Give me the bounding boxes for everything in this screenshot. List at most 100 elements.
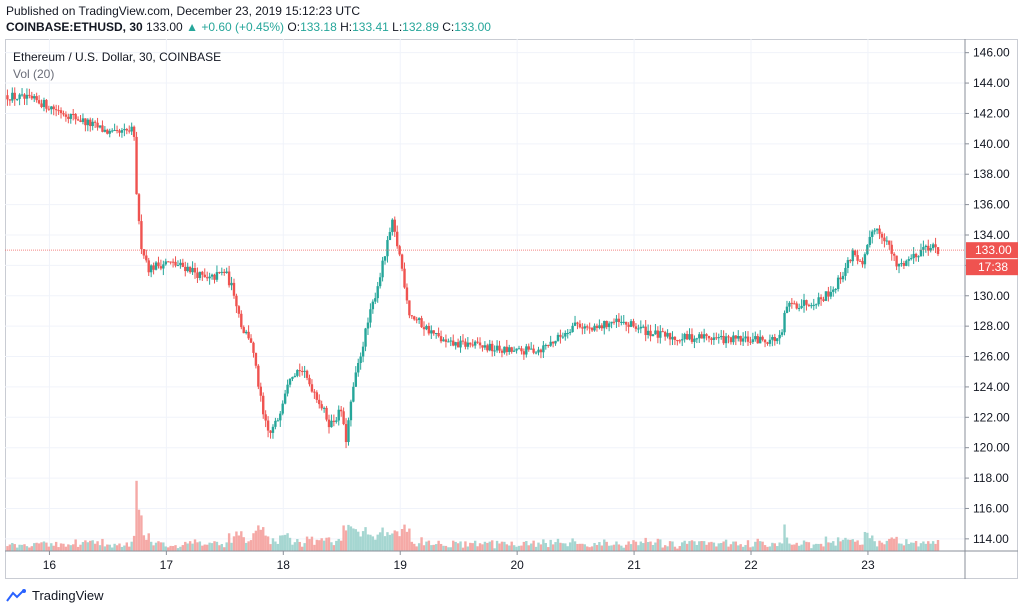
volume-bar [568, 542, 572, 551]
volume-bar [910, 542, 913, 551]
candle-body [912, 253, 915, 259]
candle-body [167, 261, 170, 263]
candle-body [337, 409, 340, 421]
volume-bar [264, 535, 267, 551]
close-value: 133.00 [454, 20, 491, 34]
candle-body [890, 244, 893, 254]
volume-bar [632, 540, 635, 551]
candle-body [149, 265, 153, 273]
candle-body [128, 130, 131, 132]
volume-bar [247, 541, 250, 551]
volume-bar [298, 541, 301, 551]
candle-body [110, 130, 114, 132]
candle-body [732, 335, 735, 343]
candle-body [11, 92, 14, 101]
candle-body [907, 259, 910, 261]
volume-bar [159, 542, 163, 551]
candle-body [262, 395, 265, 415]
volume-bar [642, 543, 645, 551]
candle-body [512, 350, 516, 352]
candle-body [892, 253, 896, 256]
candle-body [902, 263, 906, 266]
candle-body [824, 291, 828, 301]
volume-bar [449, 547, 452, 551]
volume-bar [890, 537, 893, 551]
candle-body [741, 338, 745, 342]
volume-bar [719, 542, 723, 551]
candle-body [810, 305, 813, 307]
volume-bar [437, 540, 440, 551]
volume-bar [707, 542, 711, 551]
volume-bar [656, 538, 660, 551]
candle-body [768, 339, 772, 344]
volume-bar [576, 543, 579, 551]
volume-bar [812, 544, 815, 551]
candle-body [754, 336, 757, 340]
volume-bar [459, 541, 462, 551]
volume-bar [167, 547, 170, 551]
candle-body [817, 297, 820, 305]
candle-body [213, 274, 216, 280]
volume-bar [262, 527, 265, 551]
volume-bar [839, 541, 842, 551]
candle-body [812, 304, 815, 306]
candle-body [142, 249, 146, 256]
volume-bar [763, 545, 767, 551]
candle-body [125, 128, 129, 131]
candle-body [522, 351, 526, 355]
volume-bar [337, 538, 340, 551]
candle-body [895, 255, 898, 267]
volume-bar [444, 545, 448, 551]
volume-bar [554, 542, 557, 551]
volume-bar [785, 537, 789, 551]
candle-body [771, 337, 774, 340]
volume-bar [464, 541, 467, 551]
volume-bar [924, 543, 928, 551]
candle-body [780, 332, 784, 335]
candle-body [152, 265, 155, 270]
volume-bar [544, 542, 548, 551]
volume-legend: Vol (20) [13, 67, 54, 81]
candle-body [763, 339, 767, 343]
price-chart[interactable]: 114.00 116.00 118.00 120.00 122.00 124.00 126.… [5, 39, 1018, 579]
volume-bar [766, 546, 769, 551]
volume-bar [140, 515, 143, 551]
candle-body [252, 342, 255, 353]
volume-bar [57, 547, 60, 551]
volume-bar [415, 546, 418, 551]
candle-body [37, 100, 41, 104]
volume-bar [678, 546, 681, 551]
volume-bar [797, 545, 801, 551]
volume-bar [210, 543, 214, 551]
candle-body [517, 348, 521, 350]
candle-body [639, 326, 643, 329]
candle-body [235, 295, 238, 307]
volume-bar [25, 546, 29, 551]
volume-bar [330, 542, 333, 551]
candle-body [159, 266, 163, 269]
volume-bars [6, 480, 940, 551]
volume-bar [815, 543, 818, 551]
volume-bar [271, 538, 275, 551]
candle-body [568, 332, 572, 334]
volume-bar [590, 546, 594, 551]
candle-body [461, 340, 465, 342]
candle-body [208, 276, 211, 279]
volume-bar [783, 524, 786, 551]
volume-bar [551, 544, 555, 551]
volume-bar [510, 541, 513, 551]
chart-frame[interactable]: 114.00 116.00 118.00 120.00 122.00 124.00 126.… [5, 39, 1018, 584]
time-axis[interactable]: 16 17 18 19 20 21 22 23 [43, 551, 875, 572]
volume-bar [483, 541, 487, 551]
candle-body [232, 282, 236, 296]
candle-body [466, 342, 470, 347]
candle-body [612, 321, 616, 323]
candle-body [230, 282, 233, 286]
candle-body [23, 94, 26, 99]
candle-body [505, 346, 509, 352]
candle-body [101, 125, 104, 132]
volume-bar [549, 539, 552, 551]
candle-body [6, 95, 9, 100]
candle-body [849, 260, 852, 262]
volume-bar [844, 537, 847, 551]
